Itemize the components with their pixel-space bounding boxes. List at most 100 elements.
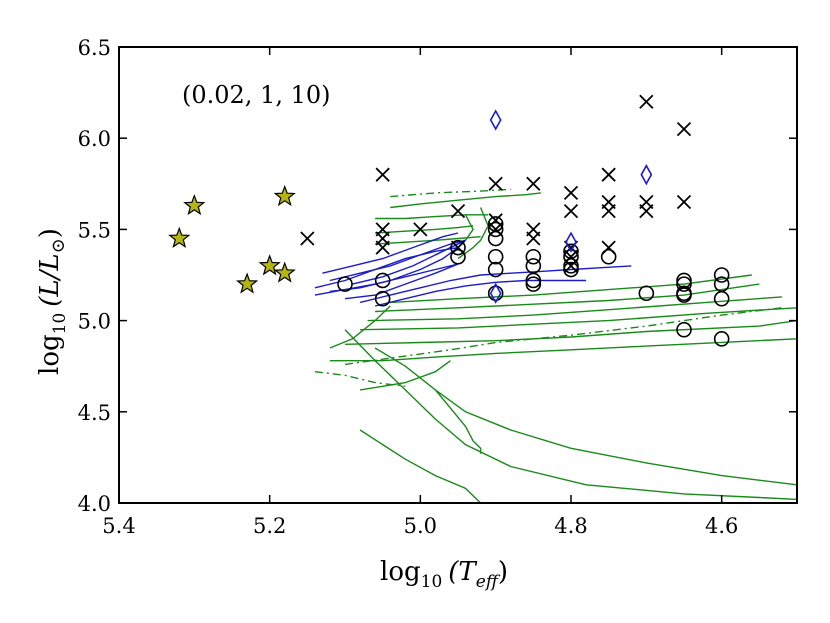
- circle-marker: [676, 287, 692, 303]
- cross-marker: [639, 94, 654, 109]
- data-markers: [168, 94, 730, 347]
- circle-marker: [713, 290, 730, 307]
- green-track-line: [375, 214, 489, 220]
- green-dashed-track-line: [314, 371, 406, 387]
- diamond-marker: [565, 231, 577, 253]
- green-track-line: [390, 274, 752, 304]
- cross-marker: [676, 121, 692, 137]
- circle-marker: [487, 221, 504, 238]
- green-track-line: [359, 429, 482, 503]
- circle-marker: [487, 261, 504, 278]
- y-axis-ticks: 4.0 4.5 5.0 5.5 6.0 6.5: [78, 36, 797, 516]
- x-tick-label: 5.2: [253, 514, 286, 538]
- circle-marker: [525, 276, 542, 292]
- circle-marker: [676, 321, 692, 338]
- cross-marker: [563, 204, 579, 219]
- circle-marker: [563, 258, 579, 274]
- green-dashed-track-line: [344, 307, 782, 366]
- y-tick-label: 4.5: [78, 401, 111, 425]
- green-track-line: [390, 192, 541, 209]
- x-tick-label: 5.4: [102, 514, 135, 538]
- blue-track-line: [322, 232, 459, 274]
- blue-track-line: [359, 265, 632, 304]
- cross-marker: [526, 231, 541, 246]
- cross-marker: [563, 258, 579, 274]
- cross-marker: [375, 167, 390, 182]
- blue-evolution-tracks: [314, 232, 632, 307]
- x-tick-label: 4.6: [705, 514, 738, 538]
- diamond-marker: [489, 109, 502, 131]
- x-axis-ticks: 5.4 5.2 5.0 4.8 4.6: [102, 47, 738, 538]
- green-track-line: [434, 389, 482, 454]
- green-track-line: [375, 283, 760, 313]
- circle-marker: [600, 248, 617, 265]
- diamond-marker: [640, 164, 653, 186]
- circle-marker: [487, 285, 504, 302]
- cross-marker: [450, 204, 466, 219]
- plot-frame: [118, 46, 798, 504]
- y-axis-label: log10(L/L⊙): [35, 228, 70, 375]
- green-track-line: [374, 347, 797, 486]
- cross-marker: [450, 240, 466, 255]
- cross-marker: [375, 240, 390, 255]
- blue-track-line: [374, 279, 587, 307]
- green-track-line: [375, 225, 474, 234]
- y-tick-label: 6.0: [78, 127, 111, 151]
- star-marker: [168, 226, 191, 248]
- green-track-line: [359, 360, 451, 391]
- plot-area: [168, 94, 797, 503]
- star-marker: [273, 261, 296, 283]
- blue-track-line: [329, 239, 466, 285]
- circle-marker: [450, 248, 466, 265]
- annotation-text: (0.02, 1, 10): [182, 81, 331, 109]
- circle-marker: [525, 272, 542, 289]
- circle-marker: [676, 276, 692, 292]
- y-tick-label: 6.5: [78, 36, 111, 60]
- blue-track-line: [314, 263, 459, 300]
- diamond-marker: [489, 282, 502, 304]
- x-axis-label: log10 (Teff): [380, 557, 508, 592]
- circle-marker: [563, 261, 579, 278]
- green-track-line: [367, 296, 782, 322]
- circle-marker: [487, 230, 504, 247]
- cross-marker: [300, 231, 315, 246]
- circle-marker: [374, 290, 391, 307]
- circle-marker: [713, 267, 730, 283]
- green-evolution-tracks: [329, 192, 797, 503]
- y-tick-label: 5.5: [78, 218, 111, 242]
- green-track-line: [344, 319, 797, 345]
- star-marker: [235, 272, 259, 294]
- green-track-line: [457, 207, 489, 260]
- green-track-line: [329, 338, 797, 362]
- circle-marker: [676, 272, 692, 289]
- cross-marker: [601, 167, 616, 182]
- green-dashed-tracks: [314, 188, 782, 387]
- green-track-line: [329, 305, 391, 349]
- star-marker: [183, 193, 206, 216]
- star-marker: [258, 254, 281, 276]
- star-marker: [273, 184, 296, 207]
- circle-marker: [713, 331, 730, 347]
- cross-marker: [488, 176, 503, 191]
- cross-marker: [526, 176, 541, 191]
- x-tick-label: 5.0: [404, 514, 437, 538]
- cross-marker: [676, 194, 692, 210]
- y-tick-label: 5.0: [78, 310, 111, 334]
- green-track-line: [375, 236, 481, 245]
- cross-marker: [601, 240, 616, 255]
- circle-marker: [525, 258, 542, 274]
- cross-marker: [563, 185, 579, 201]
- cross-marker: [413, 222, 428, 237]
- circle-marker: [487, 248, 504, 265]
- x-tick-label: 4.8: [554, 514, 587, 538]
- circle-marker: [337, 276, 353, 292]
- circle-marker: [638, 285, 655, 302]
- circle-marker: [525, 248, 542, 265]
- cross-marker: [601, 204, 616, 219]
- y-tick-label: 4.0: [78, 492, 111, 516]
- cross-marker: [639, 204, 654, 219]
- green-dashed-track-line: [390, 188, 511, 198]
- circle-marker: [374, 272, 391, 289]
- circle-marker: [450, 239, 466, 256]
